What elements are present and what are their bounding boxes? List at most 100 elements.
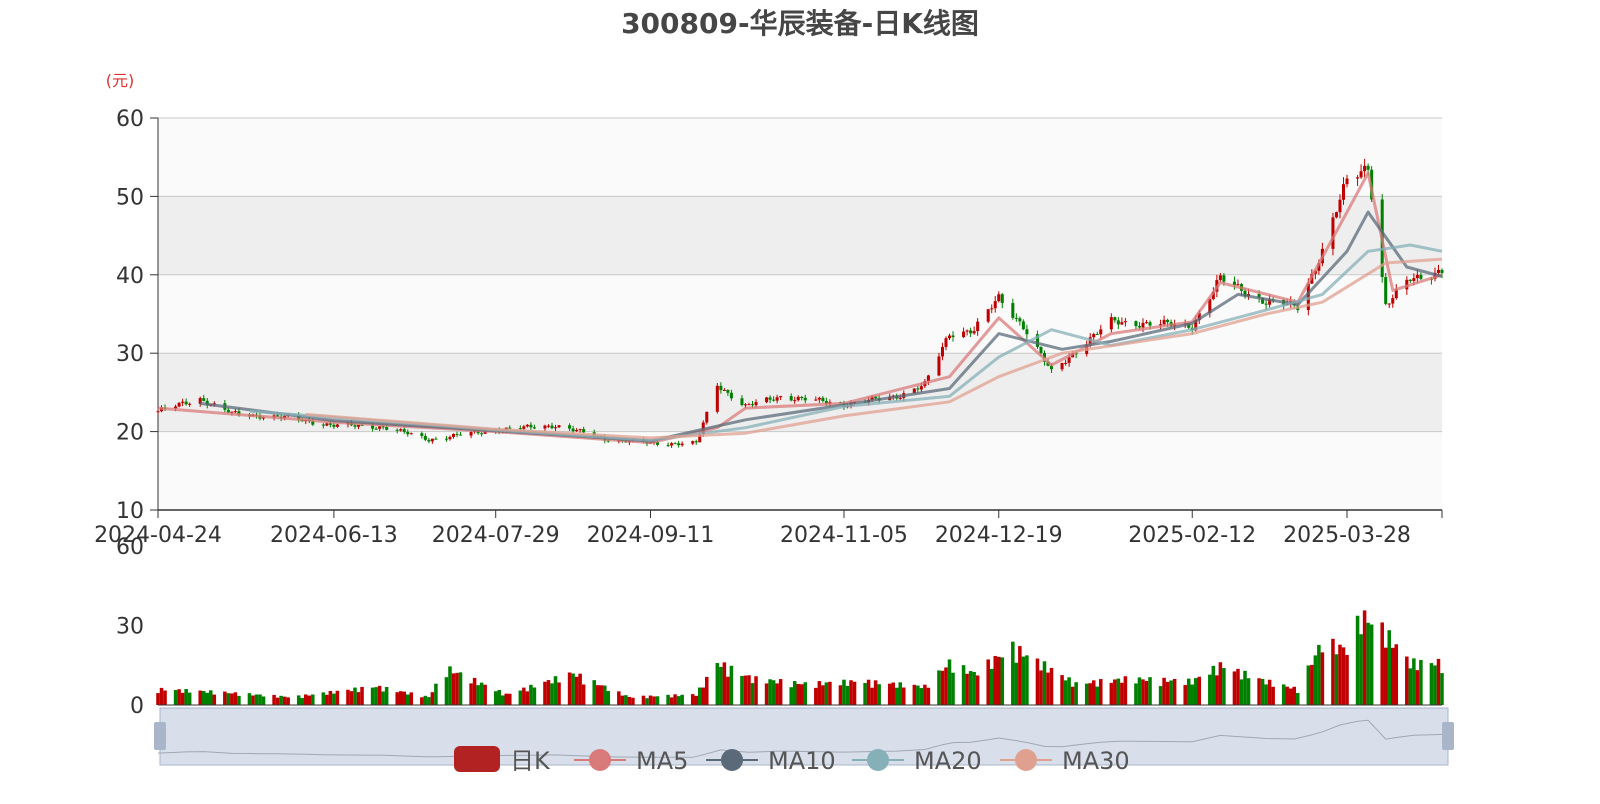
candle-body	[772, 399, 776, 401]
volume-bar	[1415, 670, 1420, 705]
volume-bar	[1120, 682, 1124, 705]
volume-bar	[1369, 624, 1374, 705]
data-zoom-slider[interactable]	[154, 707, 1454, 766]
candle-body	[1363, 165, 1367, 172]
candle-body	[1095, 334, 1099, 336]
volume-bar	[543, 681, 547, 705]
candle-body	[328, 423, 332, 425]
volume-bar	[1095, 686, 1100, 705]
volume-bar	[729, 665, 734, 705]
volume-bar	[504, 693, 509, 705]
volume-bar	[923, 684, 927, 705]
ma-line-ma20	[249, 243, 1443, 442]
candle-body	[937, 356, 941, 376]
candle-body	[406, 431, 410, 435]
volume-bar	[599, 685, 604, 705]
candle-body	[455, 433, 459, 435]
volume-bar	[1292, 686, 1297, 705]
candle-body	[202, 398, 206, 401]
candle-body	[399, 429, 403, 431]
volume-bar	[272, 694, 276, 705]
price-y-tick-label: 40	[116, 264, 144, 289]
volume-bar	[1211, 665, 1216, 705]
candle-body	[571, 428, 575, 432]
candle-body	[722, 389, 726, 391]
volume-bar	[715, 663, 720, 705]
volume-bar	[975, 675, 980, 705]
volume-bar	[177, 689, 181, 705]
volume-bar	[1039, 670, 1043, 705]
volume-bar	[493, 691, 498, 705]
volume-bar	[212, 694, 217, 705]
volume-bar	[500, 695, 505, 705]
volume-bar	[384, 687, 389, 705]
candle-body	[947, 335, 952, 339]
volume-bar	[873, 680, 878, 705]
volume-bar	[1243, 670, 1247, 705]
volume-bar	[1169, 680, 1173, 705]
volume-bar	[645, 698, 649, 705]
volume-bar	[993, 655, 998, 705]
volume-bar	[631, 697, 635, 705]
volume-bar	[1109, 682, 1114, 705]
candle-body	[188, 403, 192, 405]
candle-body	[1021, 321, 1025, 330]
volume-bar	[374, 687, 378, 705]
volume-bar	[828, 681, 832, 705]
candle-body	[360, 424, 364, 426]
volume-bar	[947, 659, 952, 705]
candle-body	[335, 424, 339, 427]
volume-bar	[1257, 678, 1261, 705]
volume-bar	[1359, 634, 1363, 705]
volume-bar	[778, 679, 783, 705]
volume-bar	[1390, 647, 1395, 705]
volume-bar	[803, 682, 808, 705]
volume-bar	[592, 680, 596, 705]
volume-bar	[1281, 684, 1286, 705]
volume-bar	[1070, 686, 1075, 705]
volume-bar	[602, 685, 607, 705]
volume-bar	[261, 696, 266, 705]
volume-bar	[919, 688, 924, 705]
volume-bar	[1236, 668, 1240, 705]
volume-bar	[1123, 676, 1128, 705]
volume-bar	[1394, 644, 1399, 705]
volume-bar	[184, 688, 188, 705]
volume-bar	[476, 685, 480, 705]
volume-bar	[377, 685, 382, 705]
volume-bar	[669, 697, 674, 705]
volume-bar	[1060, 675, 1064, 705]
volume-bar	[1049, 667, 1054, 705]
candle-body	[1331, 217, 1335, 249]
volume-bar	[1074, 682, 1078, 705]
candle-body	[409, 433, 413, 435]
candle-body	[926, 375, 930, 382]
price-x-tick-label: 2024-07-29	[432, 523, 560, 548]
candle-body	[1144, 322, 1149, 324]
volume-bar	[989, 668, 994, 705]
volume-bar	[1021, 656, 1026, 705]
volume-bar	[1000, 657, 1005, 705]
candle-body	[1412, 278, 1416, 282]
volume-bar	[595, 685, 600, 705]
candle-body	[750, 404, 755, 406]
candle-body	[944, 338, 948, 347]
price-y-tick-label: 10	[116, 499, 144, 524]
candle-body	[543, 425, 547, 429]
legend-label: MA30	[1062, 747, 1130, 775]
volume-bar	[1165, 681, 1170, 705]
volume-bar	[237, 695, 241, 705]
candle-body	[691, 441, 695, 444]
volume-bar	[1088, 683, 1092, 705]
chart-legend: 日K MA5 MA10 MA20 MA30	[454, 746, 1130, 775]
volume-bar	[1310, 664, 1314, 705]
candle-body	[912, 388, 916, 394]
candle-body	[1419, 274, 1423, 279]
price-grid-band	[158, 431, 1442, 510]
volume-bar	[852, 681, 857, 705]
candle-body	[1415, 274, 1419, 279]
price-grid-band	[158, 118, 1442, 197]
candle-body	[1359, 171, 1363, 178]
volume-bar	[870, 687, 874, 705]
volume-bar	[606, 691, 611, 705]
